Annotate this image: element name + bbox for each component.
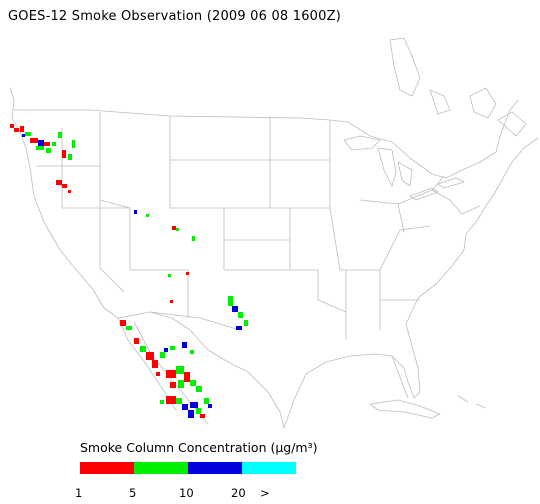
legend-tick-20: 20 xyxy=(231,486,246,500)
legend-tick-gt: > xyxy=(260,486,270,500)
cuba xyxy=(369,399,441,419)
florida xyxy=(391,355,409,399)
legend-swatch-gt-20 xyxy=(242,462,296,474)
legend-swatch-10-20 xyxy=(188,462,242,474)
legend-tick-5: 5 xyxy=(129,486,137,500)
great-lakes xyxy=(343,135,465,201)
smoke-cluster-northwest xyxy=(10,124,75,193)
legend-swatch-5-10 xyxy=(134,462,188,474)
legend-swatch-1-5 xyxy=(80,462,134,474)
arctic-islands xyxy=(389,37,527,137)
smoke-cluster-interior xyxy=(134,210,195,303)
map-title: GOES-12 Smoke Observation (2009 06 08 16… xyxy=(8,9,341,24)
us-smoke-map xyxy=(9,37,539,429)
legend-title: Smoke Column Concentration (µg/m³) xyxy=(80,440,318,455)
baja-coast xyxy=(117,317,209,425)
smoke-cluster-mexico xyxy=(120,320,212,418)
legend-tick-1: 1 xyxy=(75,486,83,500)
legend-tick-10: 10 xyxy=(179,486,194,500)
us-outline xyxy=(9,87,539,429)
smoke-cluster-texas xyxy=(228,296,248,330)
mexico-border xyxy=(149,311,241,331)
canada-border xyxy=(14,99,519,179)
legend-color-bar xyxy=(80,462,296,474)
